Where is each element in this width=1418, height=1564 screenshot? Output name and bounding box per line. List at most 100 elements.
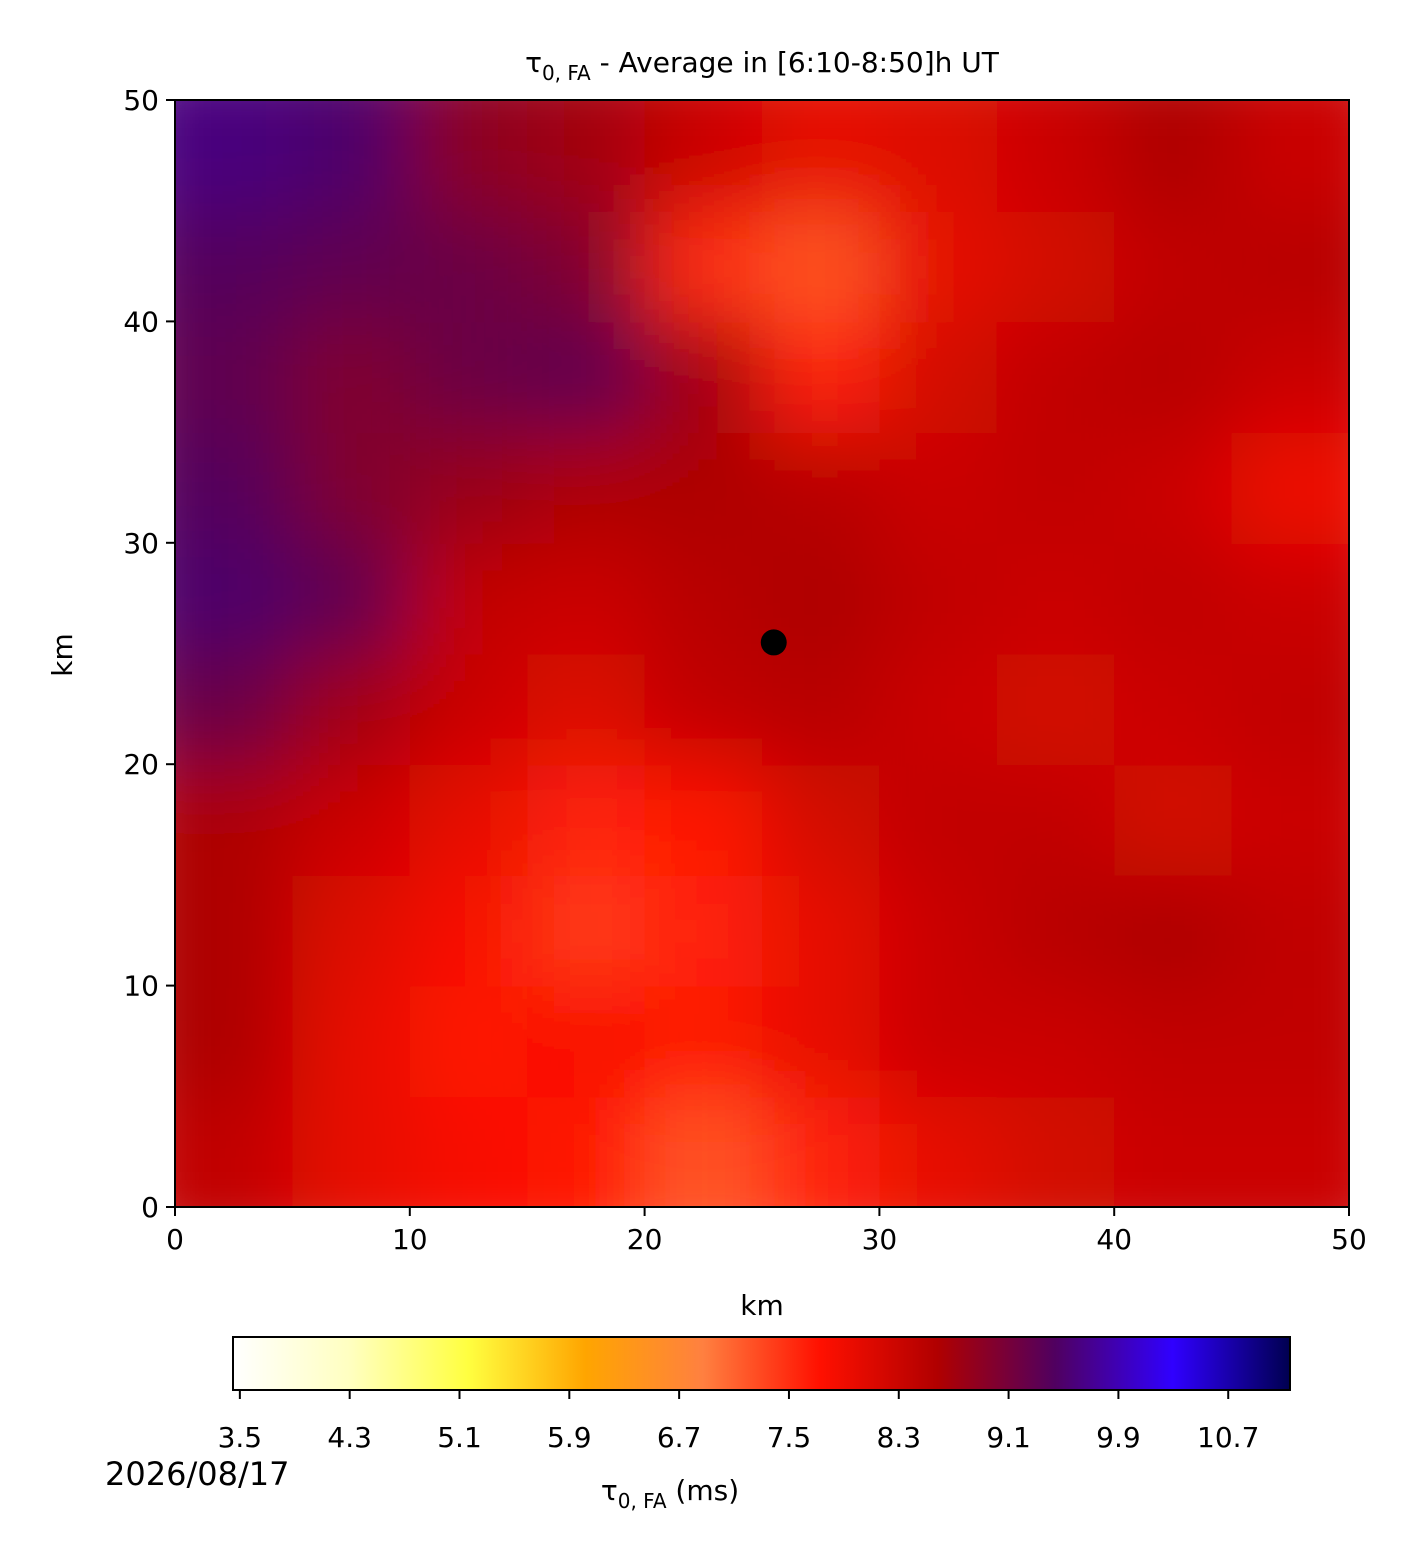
heat-cell [175,985,294,1098]
x-tick-label: 0 [166,1223,184,1256]
heat-cell [409,210,529,323]
heatmap [175,100,1349,1207]
heat-cell [175,210,294,323]
heat-cell [879,432,998,544]
heat-cell [879,321,998,434]
heat-cell [1231,542,1349,655]
heat-cell [409,1096,529,1207]
heat-cell [996,1096,1116,1207]
heat-cell [409,985,529,1098]
heat-cell [879,653,998,766]
y-tick-label: 50 [123,84,159,117]
heat-cell [644,100,763,212]
heat-cell [175,764,294,876]
heat-cell [996,542,1116,655]
y-axis-label: km [46,633,79,677]
heat-cell [1114,100,1233,212]
heat-cell [1231,100,1349,212]
heat-cell [409,764,529,876]
heat-cell [1231,764,1349,876]
colorbar-tick-label: 8.3 [877,1421,922,1454]
title-subscript: 0, FA [542,61,591,85]
y-tick-label: 40 [123,305,159,338]
colorbar-tick-label: 3.5 [218,1421,263,1454]
x-axis-label: km [740,1289,784,1322]
heat-cell [879,100,998,212]
heat-cell [409,100,529,212]
heat-cell [292,432,411,544]
heat-cell [292,1096,411,1207]
heat-cell [1231,1096,1349,1207]
heatmap-cells [175,100,1349,1207]
heat-cell [527,985,646,1098]
y-tick-label: 20 [123,748,159,781]
heat-cell [762,1096,881,1207]
heat-cell [879,210,998,323]
heat-cell [292,653,411,766]
heat-cell [879,542,998,655]
x-tick-label: 50 [1331,1223,1367,1256]
heat-cell [1231,653,1349,766]
heat-cell [996,985,1116,1098]
colorbar-tick-label: 5.9 [547,1421,592,1454]
chart-title: τ0, FA - Average in [6:10-8:50]h UT [525,46,1000,85]
heat-cell [644,542,763,655]
heat-cell [409,321,529,434]
heat-cell [644,321,763,434]
heat-cell [1231,985,1349,1098]
heat-cell [527,100,646,212]
heat-cell [292,874,411,987]
heat-cell [996,653,1116,766]
y-tick-label: 0 [141,1191,159,1224]
colorbar [232,1336,1291,1391]
clabel-text: (ms) [667,1474,740,1507]
marker-point [760,629,787,656]
y-tick-label: 30 [123,527,159,560]
heat-cell [409,874,529,987]
heat-cell [409,432,529,544]
heat-cell [996,100,1116,212]
colorbar-tick-label: 10.7 [1197,1421,1259,1454]
plot-frame [174,99,1350,1208]
heat-cell [762,432,881,544]
heat-cell [762,653,881,766]
heat-cell [409,542,529,655]
heat-cell [292,985,411,1098]
heat-cell [292,542,411,655]
title-text: - Average in [6:10-8:50]h UT [591,46,1000,79]
colorbar-tick-label: 5.1 [437,1421,482,1454]
colorbar-tick-label: 7.5 [767,1421,812,1454]
heat-cell [1114,432,1233,544]
heat-cell [1231,321,1349,434]
heat-cell [292,321,411,434]
heat-cell [1114,1096,1233,1207]
heat-cell [762,321,881,434]
heat-cell [527,432,646,544]
heat-cell [762,985,881,1098]
clabel-symbol: τ [601,1474,618,1507]
heat-cell [175,874,294,987]
heat-cell [879,985,998,1098]
heat-cell [527,1096,646,1207]
heat-cell [762,874,881,987]
heat-cell [527,321,646,434]
heat-cell [879,874,998,987]
x-tick-label: 10 [392,1223,428,1256]
heat-cell [996,432,1116,544]
heat-cell [175,100,294,212]
heat-cell [996,764,1116,876]
colorbar-tick-label: 9.1 [986,1421,1031,1454]
heat-cell [175,432,294,544]
heat-cell [1114,653,1233,766]
heat-cell [762,100,881,212]
heat-cell [644,1096,763,1207]
heat-cell [527,542,646,655]
heat-cell [175,542,294,655]
heat-cell [879,764,998,876]
heat-cell [1114,985,1233,1098]
heat-cell [1114,210,1233,323]
colorbar-tick-label: 6.7 [657,1421,702,1454]
heat-cell [292,210,411,323]
heat-cell [644,432,763,544]
